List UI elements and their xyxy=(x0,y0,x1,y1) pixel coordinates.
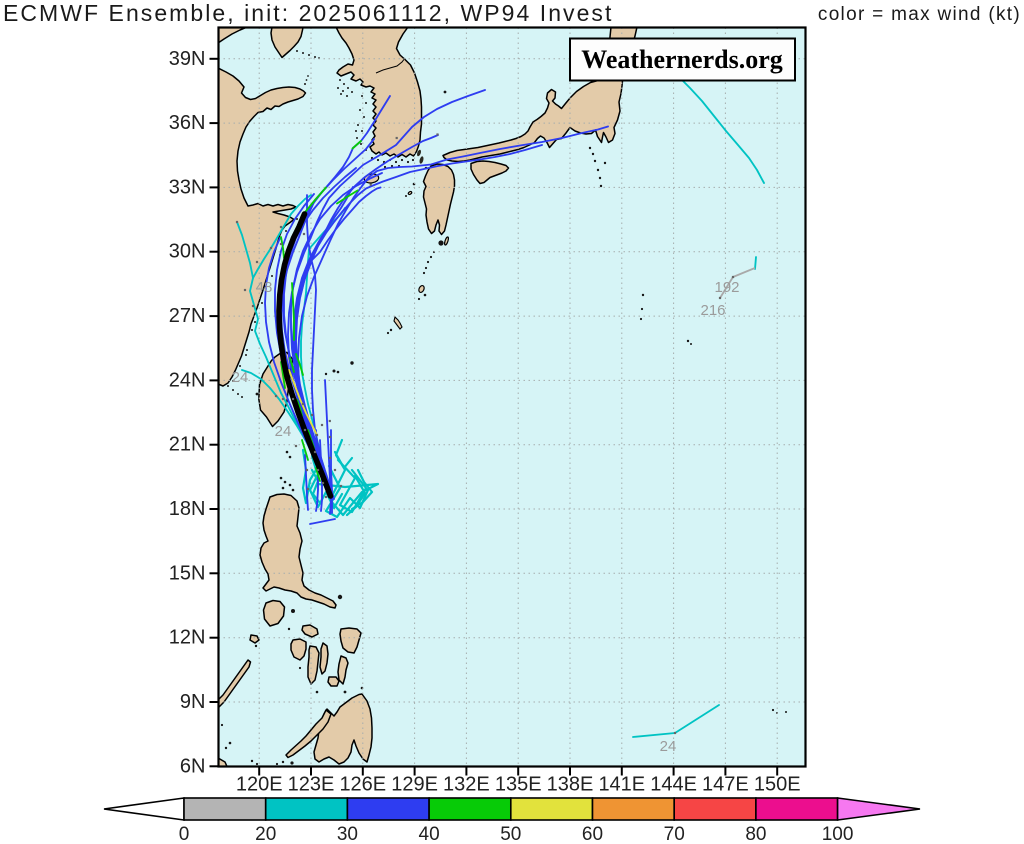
svg-text:24: 24 xyxy=(275,423,292,440)
svg-text:141E: 141E xyxy=(598,774,645,796)
svg-text:20: 20 xyxy=(255,824,276,844)
svg-text:15N: 15N xyxy=(169,562,206,584)
svg-text:12N: 12N xyxy=(169,627,206,649)
svg-text:39N: 39N xyxy=(169,48,206,70)
svg-text:21N: 21N xyxy=(169,434,206,456)
svg-text:144E: 144E xyxy=(650,774,697,796)
svg-text:50: 50 xyxy=(500,824,521,844)
svg-text:ECMWF Ensemble, init: 20250611: ECMWF Ensemble, init: 2025061112, WP94 I… xyxy=(3,0,613,26)
svg-text:27N: 27N xyxy=(169,305,206,327)
svg-text:80: 80 xyxy=(745,824,766,844)
svg-text:18N: 18N xyxy=(169,498,206,520)
svg-text:126E: 126E xyxy=(339,774,386,796)
svg-text:24: 24 xyxy=(232,369,249,386)
svg-text:150E: 150E xyxy=(754,774,801,796)
svg-text:216: 216 xyxy=(700,302,725,319)
svg-text:147E: 147E xyxy=(702,774,749,796)
svg-text:129E: 129E xyxy=(391,774,438,796)
svg-text:70: 70 xyxy=(664,824,685,844)
svg-text:6N: 6N xyxy=(180,755,206,777)
svg-text:Weathernerds.org: Weathernerds.org xyxy=(581,45,782,74)
svg-text:24N: 24N xyxy=(169,369,206,391)
svg-text:36N: 36N xyxy=(169,112,206,134)
svg-text:60: 60 xyxy=(582,824,603,844)
svg-text:24: 24 xyxy=(660,738,677,755)
svg-text:192: 192 xyxy=(714,279,739,296)
svg-text:color = max wind (kt): color = max wind (kt) xyxy=(818,4,1021,25)
svg-text:120E: 120E xyxy=(236,774,283,796)
svg-text:138E: 138E xyxy=(547,774,594,796)
svg-text:30: 30 xyxy=(337,824,358,844)
svg-text:123E: 123E xyxy=(288,774,335,796)
svg-text:48: 48 xyxy=(256,279,273,296)
svg-text:132E: 132E xyxy=(443,774,490,796)
svg-text:30N: 30N xyxy=(169,241,206,263)
svg-text:100: 100 xyxy=(822,824,854,844)
svg-text:9N: 9N xyxy=(180,691,206,713)
svg-text:135E: 135E xyxy=(495,774,542,796)
svg-text:40: 40 xyxy=(419,824,440,844)
svg-text:0: 0 xyxy=(179,824,190,844)
svg-text:33N: 33N xyxy=(169,176,206,198)
